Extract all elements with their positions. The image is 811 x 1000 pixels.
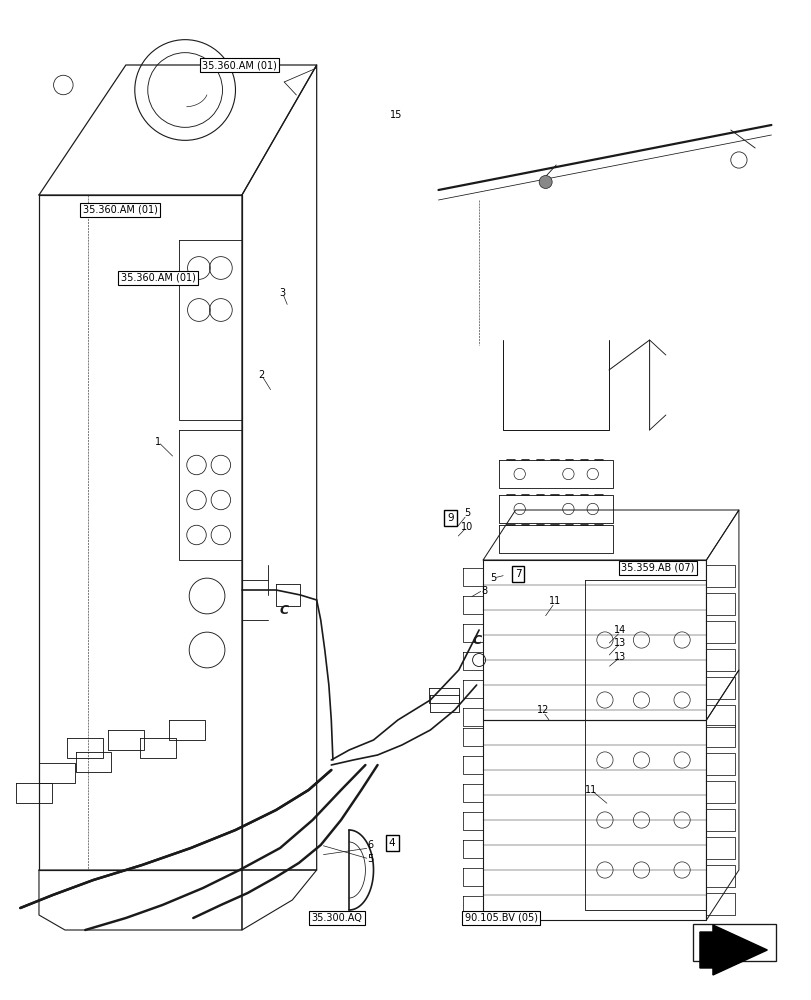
Text: 35.360.AM (01): 35.360.AM (01) <box>121 273 195 283</box>
Text: 35.359.AB (07): 35.359.AB (07) <box>620 563 693 573</box>
Text: 8: 8 <box>480 586 487 596</box>
Polygon shape <box>699 925 766 975</box>
FancyBboxPatch shape <box>693 924 775 961</box>
Text: 14: 14 <box>613 625 626 635</box>
Text: 35.360.AM (01): 35.360.AM (01) <box>83 205 157 215</box>
Text: 5: 5 <box>367 854 373 864</box>
Text: 3: 3 <box>279 288 285 298</box>
Circle shape <box>539 176 551 188</box>
Text: 6: 6 <box>367 840 373 850</box>
Text: 13: 13 <box>613 638 626 648</box>
Text: 7: 7 <box>514 569 521 579</box>
Text: 5: 5 <box>463 508 470 518</box>
Text: 35.300.AQ: 35.300.AQ <box>311 913 362 923</box>
Text: 1: 1 <box>155 437 161 447</box>
Text: C: C <box>471 634 481 647</box>
Text: 4: 4 <box>388 838 395 848</box>
Text: C: C <box>279 603 289 616</box>
Text: 2: 2 <box>258 370 264 380</box>
Text: 15: 15 <box>389 110 402 120</box>
Text: 5: 5 <box>490 573 496 583</box>
Text: 12: 12 <box>536 705 549 715</box>
Text: 9: 9 <box>447 513 453 523</box>
Text: 10: 10 <box>460 522 473 532</box>
Text: 90.105.BV (05): 90.105.BV (05) <box>464 913 537 923</box>
Text: 11: 11 <box>547 596 560 606</box>
Text: 11: 11 <box>584 785 597 795</box>
Text: 13: 13 <box>613 652 626 662</box>
Text: 35.360.AM (01): 35.360.AM (01) <box>202 60 277 70</box>
